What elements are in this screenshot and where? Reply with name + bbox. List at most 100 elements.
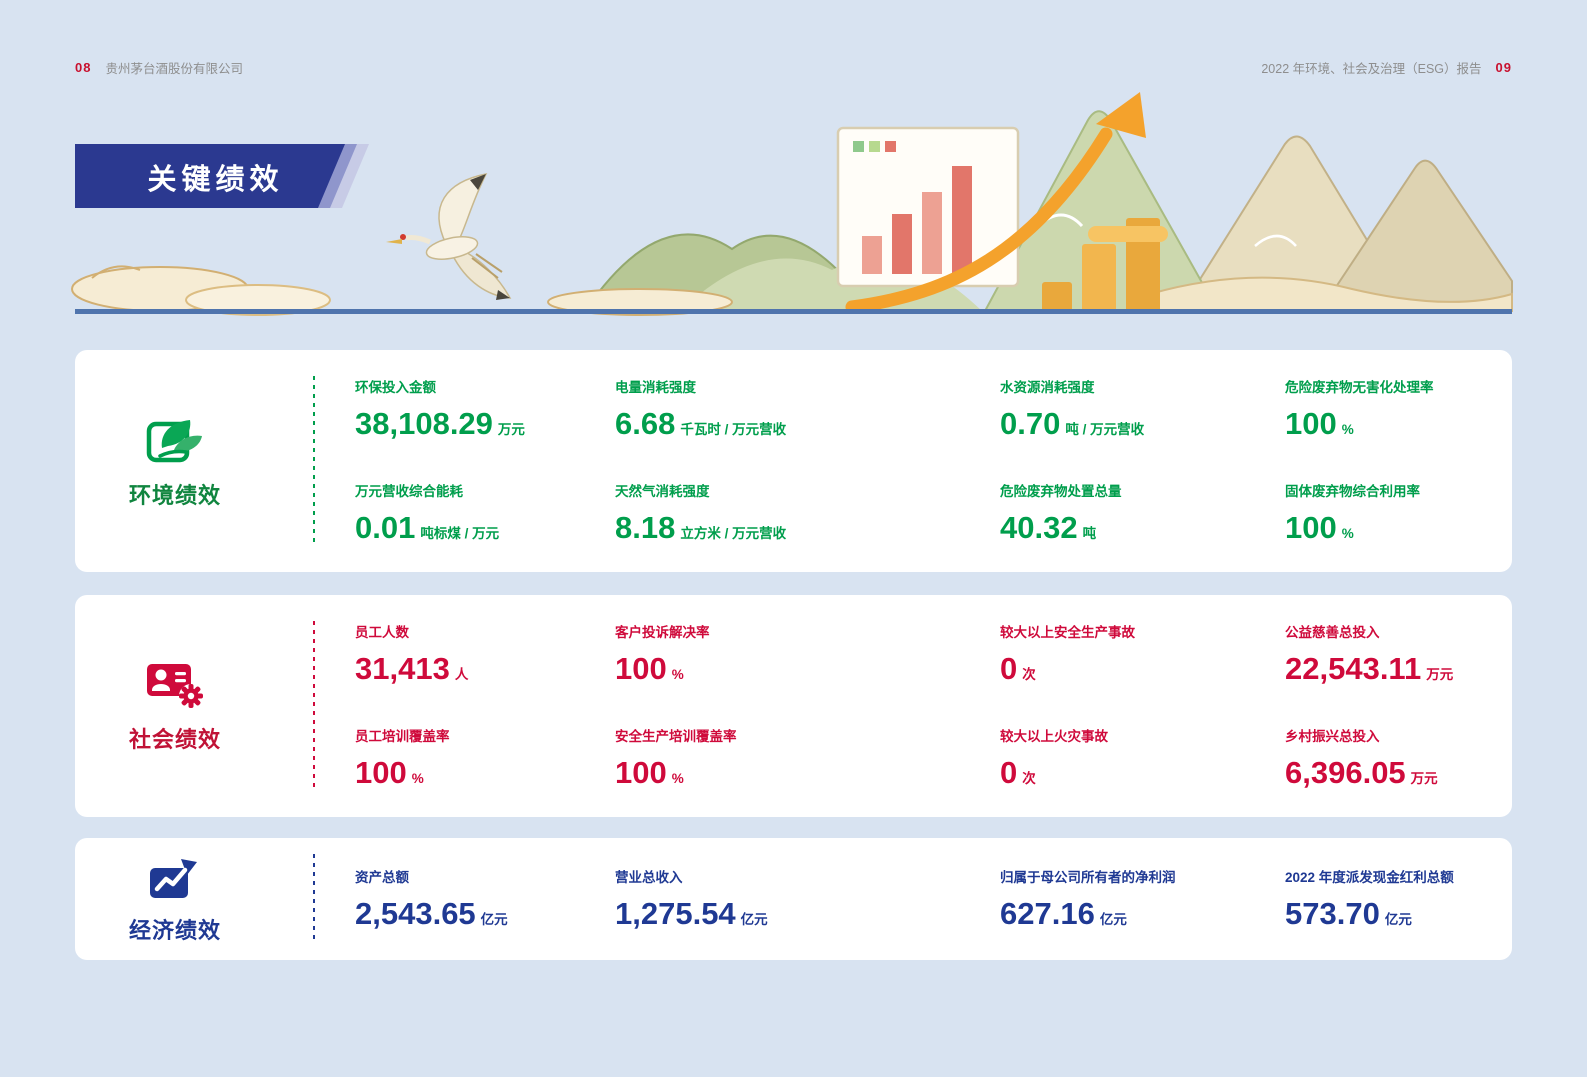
header-right: 2022 年环境、社会及治理（ESG）报告 09 — [1261, 58, 1512, 77]
metric-value: 40.32 — [1000, 510, 1078, 545]
metric-unit: 次 — [1022, 667, 1036, 682]
section-title: 环境绩效 — [128, 483, 221, 508]
trend-chart-icon — [150, 859, 197, 898]
metric-unit: 千瓦时 / 万元营收 — [680, 422, 787, 437]
metric: 资产总额 2,543.65 亿元 — [355, 866, 615, 932]
metric-value-row: 100% — [355, 755, 615, 791]
metric-label: 危险废弃物无害化处理率 — [1285, 380, 1434, 395]
metric-unit: % — [1341, 526, 1354, 541]
metric-value: 100 — [615, 755, 667, 790]
metric-value: 6.68 — [615, 406, 676, 441]
metric-value-row: 573.70 亿元 — [1285, 896, 1488, 932]
metric-value: 6,396.05 — [1285, 755, 1406, 790]
metric: 危险废弃物处置总量 40.32 吨 — [1000, 480, 1285, 546]
metric-value: 573.70 — [1285, 896, 1380, 931]
metric-value-row: 627.16 亿元 — [1000, 896, 1285, 932]
metric-value: 0 — [1000, 755, 1018, 790]
metric-unit: 万元 — [1410, 771, 1438, 786]
page-number-left: 08 — [75, 60, 92, 75]
metric-value: 0 — [1000, 651, 1018, 686]
metric: 环保投入金额 38,108.29 万元 — [355, 376, 615, 442]
metric-unit: 吨标煤 / 万元 — [420, 526, 500, 541]
metric-unit: 亿元 — [480, 912, 508, 927]
metric-value-row: 100% — [615, 651, 1000, 687]
metric-value: 0.01 — [355, 510, 416, 545]
mountains-illustration — [583, 110, 1513, 312]
company-name: 贵州茅台酒股份有限公司 — [105, 62, 243, 76]
metric-value-row: 6,396.05 万元 — [1285, 755, 1488, 791]
metric-value: 627.16 — [1000, 896, 1095, 931]
metric: 客户投诉解决率 100% — [615, 621, 1000, 687]
metric-value-row: 8.18 立方米 / 万元营收 — [615, 510, 1000, 546]
metric-label: 2022 年度派发现金红利总额 — [1285, 870, 1454, 885]
metric-unit: 亿元 — [1384, 912, 1412, 927]
bar-chart-illustration — [836, 126, 1020, 288]
baseline-divider — [75, 309, 1512, 314]
metric-unit: 亿元 — [1099, 912, 1127, 927]
gold-bars-illustration — [1042, 218, 1168, 314]
metric-value-row: 38,108.29 万元 — [355, 406, 615, 442]
environment-performance-card: 环境绩效 环保投入金额 38,108.29 万元 电量消耗强度 6.68 千瓦时 /… — [75, 350, 1512, 572]
metric-label: 归属于母公司所有者的净利润 — [1000, 870, 1176, 885]
metric-unit: 吨 / 万元营收 — [1065, 422, 1145, 437]
metric-value-row: 40.32 吨 — [1000, 510, 1285, 546]
metric: 水资源消耗强度 0.70 吨 / 万元营收 — [1000, 376, 1285, 442]
metric-label: 公益慈善总投入 — [1285, 625, 1380, 640]
metric-value: 22,543.11 — [1285, 651, 1422, 686]
metric-label: 天然气消耗强度 — [615, 484, 710, 499]
metric-label: 安全生产培训覆盖率 — [615, 729, 737, 744]
section-title: 经济绩效 — [128, 918, 221, 943]
metric-unit: 亿元 — [740, 912, 768, 927]
metric-label: 乡村振兴总投入 — [1285, 729, 1380, 744]
metric-value-row: 0.70 吨 / 万元营收 — [1000, 406, 1285, 442]
metric-label: 员工培训覆盖率 — [355, 729, 450, 744]
metric-value: 100 — [615, 651, 667, 686]
social-section-header: 社会绩效 — [75, 595, 275, 817]
social-performance-card: 社会绩效 员工人数 31,413 人 客户投诉解决率 100% 较大以上安全生产事… — [75, 595, 1512, 817]
metric: 公益慈善总投入 22,543.11 万元 — [1285, 621, 1488, 687]
section-divider — [313, 376, 315, 546]
metric-value-row: 0.01 吨标煤 / 万元 — [355, 510, 615, 546]
growth-arrow-icon — [845, 92, 1146, 314]
metric-unit: 次 — [1022, 771, 1036, 786]
metric: 2022 年度派发现金红利总额 573.70 亿元 — [1285, 866, 1488, 932]
banner-illustration — [71, 92, 1513, 316]
metric: 乡村振兴总投入 6,396.05 万元 — [1285, 725, 1488, 791]
metric-value-row: 100% — [615, 755, 1000, 791]
section-title: 社会绩效 — [128, 727, 221, 752]
crane-illustration — [386, 172, 512, 300]
metric-unit: % — [671, 771, 684, 786]
metric-label: 客户投诉解决率 — [615, 625, 710, 640]
metric-label: 较大以上火灾事故 — [1000, 729, 1108, 744]
metric-label: 员工人数 — [355, 625, 409, 640]
economic-section-header: 经济绩效 — [75, 838, 275, 960]
metric-value: 8.18 — [615, 510, 676, 545]
metric-value: 100 — [355, 755, 407, 790]
section-ribbon — [75, 144, 369, 208]
metric-value-row: 1,275.54 亿元 — [615, 896, 1000, 932]
metric: 固体废弃物综合利用率 100% — [1285, 480, 1488, 546]
header-left: 08 贵州茅台酒股份有限公司 — [75, 58, 243, 77]
metric: 安全生产培训覆盖率 100% — [615, 725, 1000, 791]
clouds-illustration — [71, 265, 1513, 316]
metric-label: 较大以上安全生产事故 — [1000, 625, 1135, 640]
environment-metrics: 环保投入金额 38,108.29 万元 电量消耗强度 6.68 千瓦时 / 万元营收… — [355, 350, 1488, 572]
metric-label: 电量消耗强度 — [615, 380, 696, 395]
metric-label: 水资源消耗强度 — [1000, 380, 1095, 395]
metric-unit: % — [411, 771, 424, 786]
section-divider — [313, 621, 315, 791]
metric: 电量消耗强度 6.68 千瓦时 / 万元营收 — [615, 376, 1000, 442]
metric-value-row: 2,543.65 亿元 — [355, 896, 615, 932]
metric-value: 1,275.54 — [615, 896, 736, 931]
environment-section-header: 环境绩效 — [75, 350, 275, 572]
metric-value-row: 31,413 人 — [355, 651, 615, 687]
economic-performance-card: 经济绩效 资产总额 2,543.65 亿元 营业总收入 1,275.54 亿元 归属… — [75, 838, 1512, 960]
metric-unit: 吨 — [1082, 526, 1097, 541]
metric-value-row: 100% — [1285, 510, 1488, 546]
metric-unit: % — [671, 667, 684, 682]
metric-value: 0.70 — [1000, 406, 1061, 441]
